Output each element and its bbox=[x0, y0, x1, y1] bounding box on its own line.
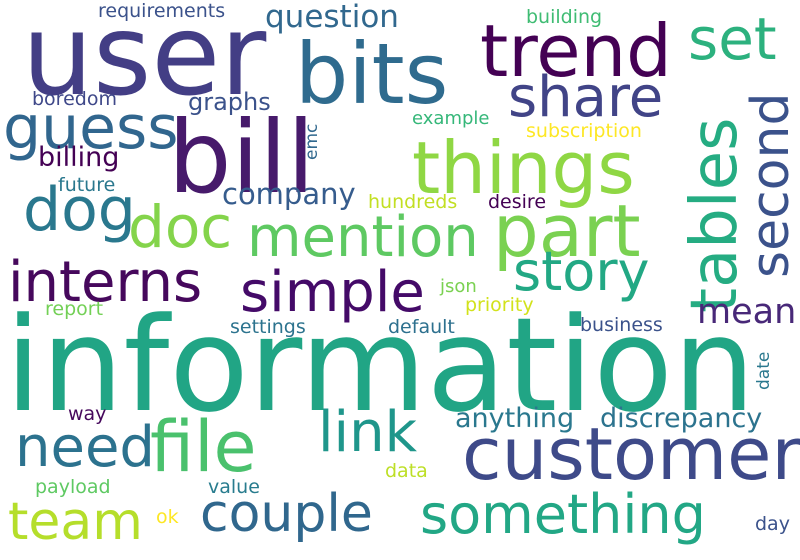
word: settings bbox=[230, 316, 306, 338]
word: question bbox=[265, 0, 399, 35]
word: couple bbox=[200, 484, 373, 544]
word: example bbox=[412, 108, 490, 129]
word: subscription bbox=[526, 120, 642, 142]
word: default bbox=[388, 316, 455, 338]
word: billing bbox=[38, 142, 120, 173]
word: story bbox=[513, 240, 650, 303]
word: requirements bbox=[98, 0, 226, 22]
word: hundreds bbox=[368, 191, 458, 213]
word: boredom bbox=[32, 88, 117, 110]
word: business bbox=[580, 314, 663, 336]
word: graphs bbox=[188, 88, 271, 116]
word: discrepancy bbox=[600, 403, 763, 434]
word: need bbox=[15, 415, 155, 480]
word: tables bbox=[678, 117, 752, 313]
word: doc bbox=[128, 193, 233, 261]
word: guess bbox=[3, 93, 179, 163]
word: second bbox=[741, 92, 800, 278]
word: dog bbox=[23, 175, 136, 245]
word: anything bbox=[455, 403, 575, 434]
word: interns bbox=[8, 250, 203, 315]
word: trend bbox=[480, 9, 672, 93]
word: customer bbox=[462, 412, 800, 496]
word: building bbox=[526, 6, 603, 28]
word: link bbox=[318, 400, 418, 465]
word: share bbox=[508, 65, 664, 130]
word: bits bbox=[295, 25, 449, 123]
word: way bbox=[68, 403, 107, 425]
word: mention bbox=[247, 205, 479, 270]
word: information bbox=[5, 289, 756, 441]
word: desire bbox=[488, 191, 547, 213]
word: something bbox=[420, 483, 706, 546]
word: team bbox=[8, 492, 143, 552]
word: day bbox=[755, 513, 790, 535]
word: ok bbox=[156, 506, 179, 528]
word: file bbox=[150, 406, 257, 488]
word: bill bbox=[168, 99, 315, 216]
word: things bbox=[412, 126, 635, 210]
word: value bbox=[208, 476, 260, 498]
word: payload bbox=[35, 476, 111, 498]
word: json bbox=[440, 276, 477, 297]
word: set bbox=[688, 5, 777, 73]
word: company bbox=[222, 177, 356, 211]
word: report bbox=[45, 298, 104, 320]
word: future bbox=[58, 174, 116, 196]
word: date bbox=[754, 351, 774, 390]
word: simple bbox=[240, 260, 425, 325]
word: emc bbox=[302, 123, 322, 160]
word: priority bbox=[465, 294, 534, 316]
word: user bbox=[22, 0, 267, 121]
word: mean bbox=[697, 292, 797, 332]
word: data bbox=[385, 460, 428, 482]
word: part bbox=[493, 189, 641, 273]
